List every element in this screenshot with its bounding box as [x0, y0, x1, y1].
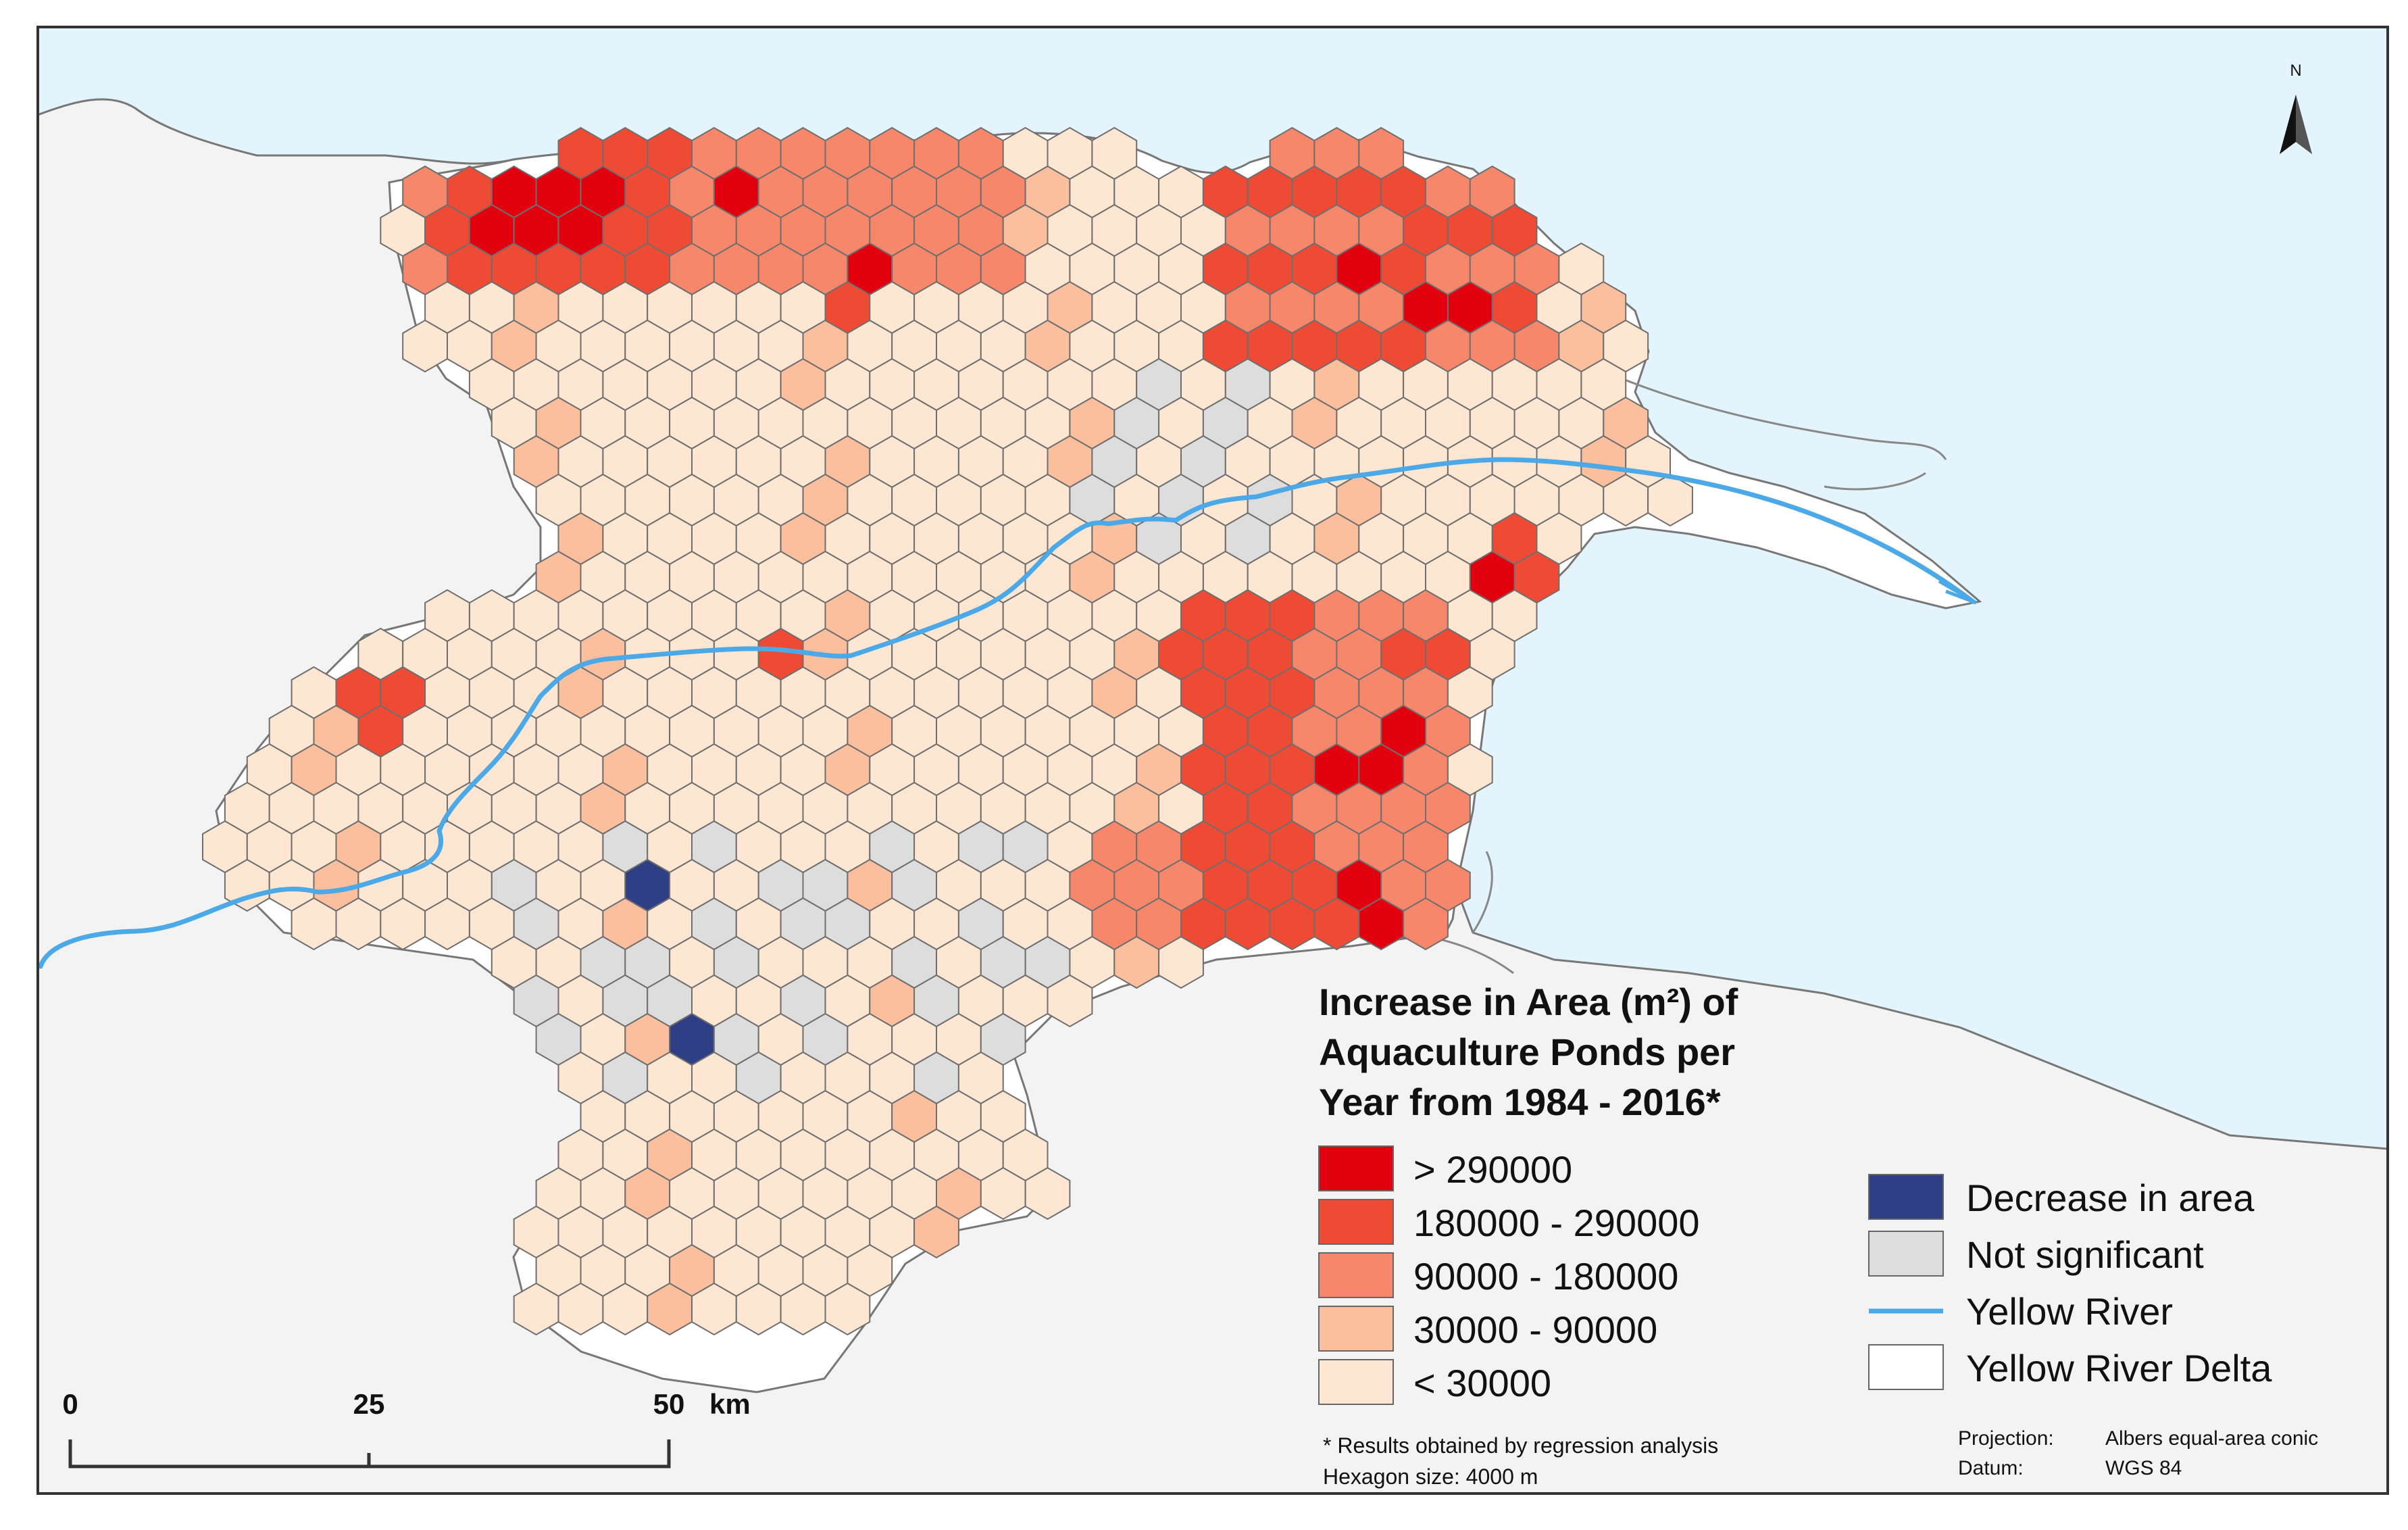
legend-swatch-180000-290000	[1318, 1199, 1394, 1245]
legend-swatch-decrease	[1868, 1174, 1944, 1220]
legend-label-gt-290000: > 290000	[1413, 1148, 1572, 1191]
hexagon-cell	[1047, 974, 1093, 1028]
map-border	[36, 26, 2389, 1495]
legend-title-line-1: Increase in Area (m²) of	[1319, 981, 1738, 1023]
note-regression: * Results obtained by regression analysi…	[1323, 1433, 1718, 1458]
projection-value: Albers equal-area conic	[2105, 1427, 2318, 1450]
legend-swatch-delta	[1868, 1344, 1944, 1390]
projection-label: Projection:	[1958, 1427, 2054, 1450]
hexagon-cell	[824, 1282, 871, 1336]
north-arrow: N	[2280, 61, 2312, 154]
legend-classes: > 290000 180000 - 290000 90000 - 180000 …	[1318, 1145, 1700, 1405]
hexagon-grid	[202, 126, 1693, 1336]
legend-swatch-lt-30000	[1318, 1359, 1394, 1405]
scale-bar: 0 25 50 km	[62, 1388, 751, 1469]
legend-swatch-30000-90000	[1318, 1306, 1394, 1352]
north-arrow-label: N	[2290, 61, 2301, 80]
note-hexagon-size: Hexagon size: 4000 m	[1323, 1464, 1538, 1489]
scale-unit: km	[709, 1388, 751, 1420]
legend-label-30000-90000: 30000 - 90000	[1413, 1308, 1657, 1351]
legend-label-decrease: Decrease in area	[1966, 1177, 2255, 1219]
hexagon-cell	[913, 1205, 959, 1259]
hexagon-cell	[1403, 897, 1449, 951]
datum-label: Datum:	[1958, 1457, 2024, 1479]
legend-title-line-3: Year from 1984 - 2016*	[1319, 1081, 1721, 1123]
yellow-river-mouth	[1938, 579, 1978, 605]
legend-label-90000-180000: 90000 - 180000	[1413, 1255, 1678, 1298]
datum-value: WGS 84	[2105, 1457, 2182, 1479]
scale-label-0: 0	[62, 1388, 78, 1420]
hexagon-cell	[1024, 1166, 1071, 1220]
legend-swatch-gt-290000	[1318, 1145, 1394, 1191]
scale-label-25: 25	[353, 1388, 385, 1420]
legend-label-not-significant: Not significant	[1966, 1233, 2204, 1276]
legend-label-delta: Yellow River Delta	[1966, 1347, 2272, 1389]
hexagon-cell	[1158, 935, 1204, 989]
legend-label-lt-30000: < 30000	[1413, 1362, 1551, 1404]
legend-swatch-not-significant	[1868, 1231, 1944, 1277]
legend-swatch-90000-180000	[1318, 1252, 1394, 1298]
legend-title-line-2: Aquaculture Ponds per	[1319, 1031, 1735, 1073]
yellow-river-line	[38, 457, 1976, 969]
legend-label-180000-290000: 180000 - 290000	[1413, 1202, 1700, 1244]
legend-label-yellow-river: Yellow River	[1966, 1290, 2173, 1333]
coastline-detail	[1405, 377, 1947, 974]
legend-other: Decrease in area Not significant Yellow …	[1868, 1174, 2272, 1390]
scale-label-50: 50	[653, 1388, 685, 1420]
scale-bar-line	[68, 1439, 671, 1469]
